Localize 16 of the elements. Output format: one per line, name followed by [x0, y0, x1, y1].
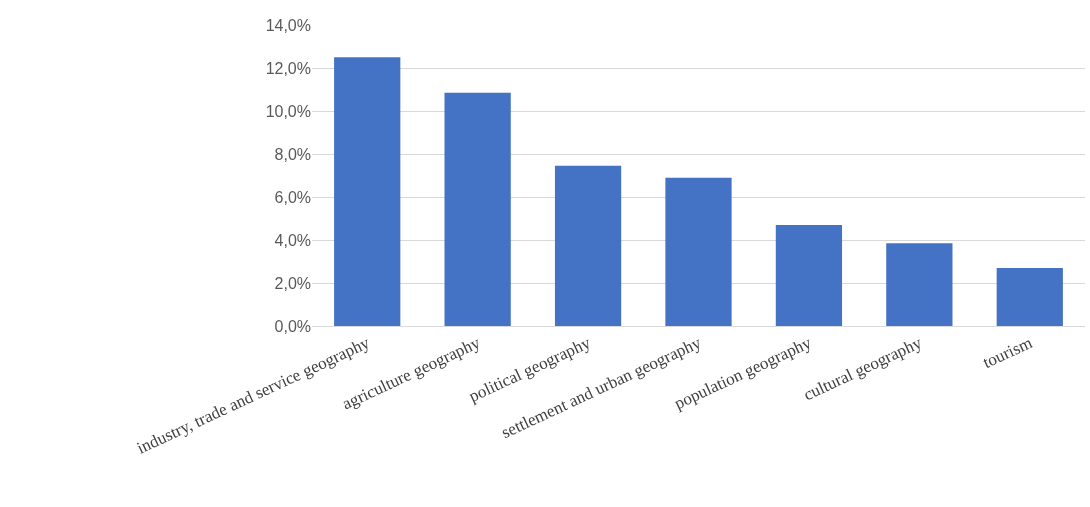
y-tick-label: 12,0%: [265, 59, 311, 77]
y-tick-label: 2,0%: [274, 274, 311, 292]
y-tick-label: 0,0%: [274, 317, 311, 335]
y-tick-label: 6,0%: [274, 188, 311, 206]
bar: [554, 165, 622, 326]
bar: [665, 177, 732, 326]
bar: [334, 57, 401, 326]
x-tick-label: tourism: [979, 333, 1036, 373]
bar: [996, 267, 1063, 326]
y-tick-label: 4,0%: [274, 231, 311, 249]
y-tick-label: 8,0%: [274, 145, 311, 163]
y-tick-label: 10,0%: [265, 102, 311, 120]
bar: [886, 243, 953, 326]
bar: [775, 224, 843, 326]
y-tick-label: 14,0%: [265, 16, 311, 34]
bar: [444, 92, 511, 326]
